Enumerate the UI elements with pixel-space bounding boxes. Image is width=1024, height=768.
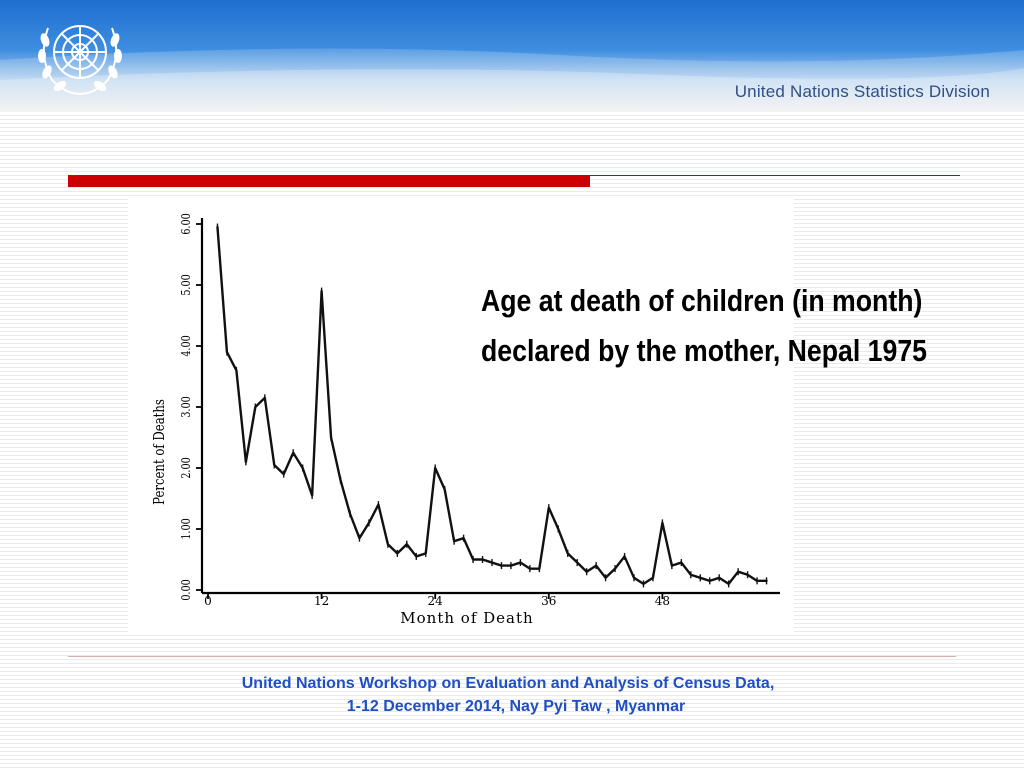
y-tick-label: 4.00	[179, 335, 193, 356]
org-name: United Nations Statistics Division	[734, 82, 990, 101]
y-axis-ticks: 0.00 1.00 2.00 3.00 4.00 5.00 6.00	[179, 213, 202, 601]
x-tick-label: 48	[655, 594, 670, 608]
x-tick-label: 36	[541, 594, 556, 608]
y-tick-label: 6.00	[179, 213, 193, 234]
footer: United Nations Workshop on Evaluation an…	[0, 672, 1024, 718]
chart-title: Age at death of children (in month) decl…	[481, 276, 948, 376]
y-tick-label: 1.00	[179, 518, 193, 539]
y-tick-label: 2.00	[179, 457, 193, 478]
y-tick-label: 0.00	[179, 579, 193, 600]
footer-line-2: 1-12 December 2014, Nay Pyi Taw , Myanma…	[346, 698, 686, 715]
chart-axes	[200, 218, 780, 595]
footer-divider	[68, 656, 956, 657]
header-banner: United Nations Statistics Division	[0, 0, 1024, 112]
age-at-death-chart: 0.00 1.00 2.00 3.00 4.00 5.00 6.00 0 12 24 36 48 M…	[152, 213, 780, 627]
x-axis-label: Month of Death	[400, 609, 533, 627]
x-tick-label: 0	[204, 594, 212, 608]
y-tick-label: 5.00	[179, 274, 193, 295]
x-axis-ticks: 0 12 24 36 48	[204, 593, 670, 608]
y-tick-label: 3.00	[179, 396, 193, 417]
x-tick-label: 24	[428, 594, 444, 608]
y-axis-label: Percent of Deaths	[152, 399, 169, 505]
chart-series	[216, 223, 768, 588]
accent-line	[590, 175, 960, 176]
chart-title-line-1: Age at death of children (in month)	[481, 283, 923, 318]
x-tick-label: 12	[314, 594, 329, 608]
chart-title-line-2: declared by the mother, Nepal 1975	[481, 333, 928, 368]
un-emblem-icon	[38, 25, 122, 95]
chart-panel: 0.00 1.00 2.00 3.00 4.00 5.00 6.00 0 12 24 36 48 M…	[128, 196, 794, 633]
header-wave-decoration	[0, 48, 1024, 112]
accent-bar	[68, 175, 590, 187]
footer-line-1: United Nations Workshop on Evaluation an…	[241, 675, 775, 692]
